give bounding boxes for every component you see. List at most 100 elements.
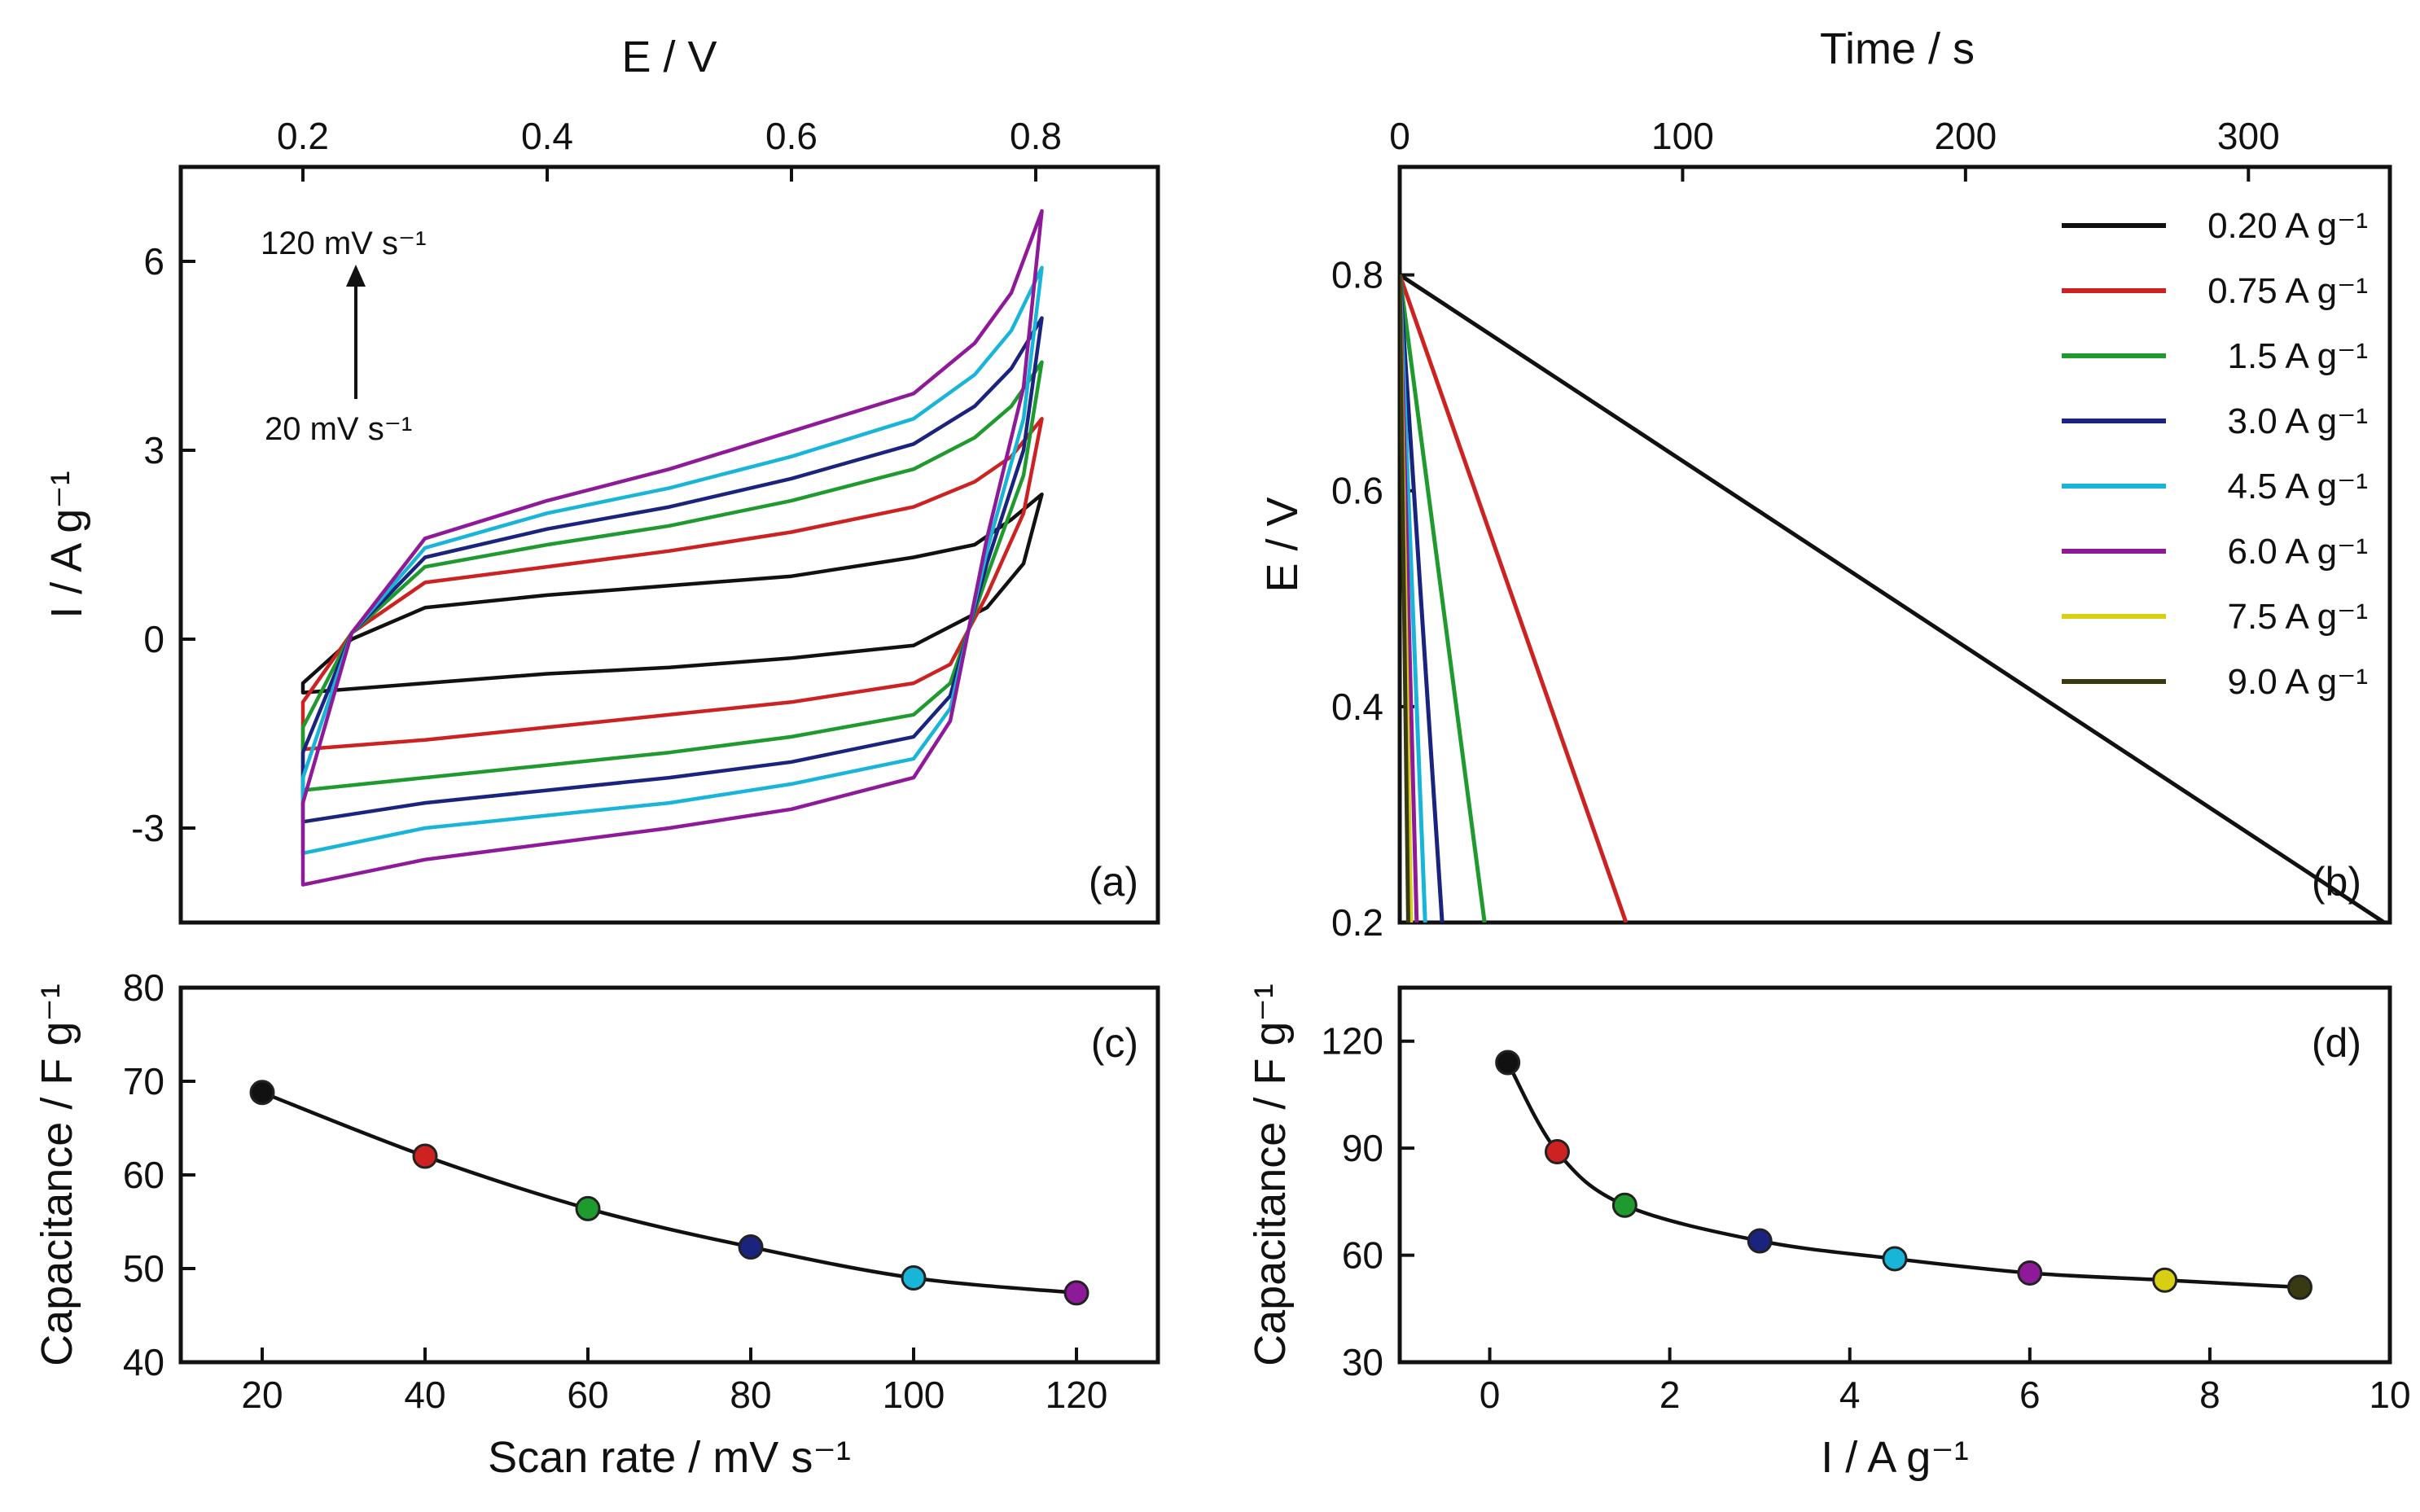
- panel-c-y-ticks: 40 50 60 70 80: [123, 966, 195, 1383]
- x-tick-label: 200: [1934, 115, 1997, 157]
- y-tick-label: 70: [123, 1060, 164, 1102]
- x-tick-label: 0.4: [521, 115, 573, 157]
- x-tick-label: 0: [1480, 1374, 1501, 1416]
- panel-a-y-axis-title: I / A g⁻¹: [42, 471, 91, 619]
- discharge-line: [1400, 274, 1410, 923]
- y-tick-label: -3: [131, 807, 164, 849]
- data-point: [412, 1143, 438, 1169]
- panel-a-y-ticks: -3 0 3 6: [131, 240, 195, 849]
- x-tick-label: 20: [241, 1374, 283, 1416]
- panel-d-x-ticks: 0 2 4 6 8 10: [1480, 1348, 2411, 1416]
- panel-a: 0.2 0.4 0.6 0.8 -3 0 3 6 E / V I / A g⁻¹ (a) 1…: [42, 33, 1160, 925]
- data-point: [1747, 1228, 1773, 1254]
- panel-a-x-ticks: 0.2 0.4 0.6 0.8: [277, 115, 1062, 182]
- panel-a-annotation-top: 120 mV s⁻¹: [261, 226, 426, 261]
- data-point: [249, 1080, 275, 1106]
- discharge-line: [1400, 273, 2386, 923]
- y-tick-label: 60: [1342, 1234, 1383, 1277]
- x-tick-label: 80: [730, 1374, 771, 1416]
- y-tick-label: 0.8: [1331, 254, 1383, 296]
- y-tick-label: 0.4: [1331, 686, 1383, 728]
- x-tick-label: 0.8: [1010, 115, 1062, 157]
- data-point: [738, 1234, 764, 1260]
- fit-curve: [261, 1090, 1077, 1295]
- x-tick-label: 40: [404, 1374, 445, 1416]
- legend-label: 9.0 A g⁻¹: [2228, 662, 2368, 702]
- panel-a-curves: [300, 208, 1044, 887]
- panel-c-points: [249, 1080, 1089, 1306]
- panel-d-label: (d): [2312, 1020, 2361, 1066]
- legend-label: 0.20 A g⁻¹: [2207, 206, 2368, 246]
- panel-b-frame: [1397, 164, 2392, 925]
- data-point: [1882, 1246, 1908, 1272]
- panel-a-annotation-bottom: 20 mV s⁻¹: [265, 411, 412, 447]
- discharge-line: [1400, 274, 1445, 923]
- panel-b-legend: 0.20 A g⁻¹ 0.75 A g⁻¹ 1.5 A g⁻¹ 3.0 A g⁻¹ 4.…: [2062, 206, 2368, 702]
- panel-b-y-ticks: 0.2 0.4 0.6 0.8: [1331, 254, 1414, 944]
- panel-a-label: (a): [1089, 859, 1138, 905]
- panel-b-x-axis-title: Time / s: [1820, 24, 1975, 73]
- y-tick-label: 50: [123, 1247, 164, 1290]
- panel-c-fit: [261, 1090, 1077, 1295]
- panel-a-arrow: [346, 265, 366, 399]
- discharge-line: [1400, 274, 1629, 923]
- data-point: [1544, 1139, 1570, 1165]
- panel-c-frame: [178, 985, 1160, 1365]
- data-point: [2152, 1267, 2178, 1293]
- panel-b-curves: [1400, 273, 2386, 923]
- y-tick-label: 120: [1321, 1020, 1383, 1063]
- panel-c-label: (c): [1091, 1020, 1138, 1066]
- cv-loop: [300, 208, 1044, 887]
- x-tick-label: 0.6: [765, 115, 818, 157]
- data-point: [2017, 1260, 2043, 1286]
- panel-d-frame: [1397, 985, 2392, 1365]
- panel-d-points: [1495, 1050, 2313, 1300]
- x-tick-label: 2: [1659, 1374, 1681, 1416]
- legend-label: 0.75 A g⁻¹: [2207, 271, 2368, 311]
- cv-loop: [300, 316, 1044, 824]
- x-tick-label: 60: [567, 1374, 608, 1416]
- cv-loop: [300, 417, 1044, 752]
- data-point: [2286, 1274, 2313, 1300]
- y-tick-label: 80: [123, 966, 164, 1009]
- legend-label: 6.0 A g⁻¹: [2228, 532, 2368, 572]
- y-tick-label: 3: [143, 429, 164, 471]
- data-point: [575, 1195, 601, 1221]
- data-point: [1495, 1050, 1521, 1076]
- panel-b-label: (b): [2312, 859, 2361, 905]
- panel-a-frame: [178, 164, 1160, 925]
- x-tick-label: 8: [2199, 1374, 2221, 1416]
- y-tick-label: 90: [1342, 1127, 1383, 1169]
- cv-loop: [300, 492, 1044, 695]
- cv-loop: [300, 265, 1044, 856]
- y-tick-label: 0.6: [1331, 470, 1383, 512]
- x-tick-label: 120: [1046, 1374, 1108, 1416]
- panel-d-x-axis-title: I / A g⁻¹: [1821, 1433, 1969, 1482]
- x-tick-label: 10: [2369, 1374, 2410, 1416]
- x-tick-label: 100: [1651, 115, 1714, 157]
- panel-b-x-ticks: 0 100 200 300: [1389, 115, 2280, 182]
- y-tick-label: 6: [143, 240, 164, 283]
- panel-d: 0 2 4 6 8 10 30 60 90 120 I / A g⁻¹ Capacitance …: [1246, 984, 2411, 1482]
- x-tick-label: 4: [1839, 1374, 1861, 1416]
- discharge-line: [1400, 274, 1487, 923]
- legend-label: 1.5 A g⁻¹: [2228, 336, 2368, 376]
- x-tick-label: 0.2: [277, 115, 329, 157]
- x-tick-label: 100: [883, 1374, 945, 1416]
- x-tick-label: 6: [2019, 1374, 2041, 1416]
- panel-c-x-ticks: 20 40 60 80 100 120: [241, 1348, 1107, 1416]
- y-tick-label: 60: [123, 1154, 164, 1196]
- y-tick-label: 0.2: [1331, 901, 1383, 944]
- panel-d-y-axis-title: Capacitance / F g⁻¹: [1246, 984, 1295, 1366]
- y-tick-label: 40: [123, 1341, 164, 1383]
- x-tick-label: 300: [2217, 115, 2280, 157]
- legend-label: 4.5 A g⁻¹: [2228, 467, 2368, 506]
- panel-d-y-ticks: 30 60 90 120: [1321, 1020, 1414, 1383]
- cv-loop: [300, 360, 1044, 792]
- data-point: [1063, 1280, 1089, 1306]
- panel-a-x-axis-title: E / V: [621, 33, 717, 81]
- panel-c: 20 40 60 80 100 120 40 50 60 70 80 Scan rate / mV…: [33, 966, 1160, 1482]
- legend-label: 7.5 A g⁻¹: [2228, 597, 2368, 637]
- panel-b: 0 100 200 300 0.2 0.4 0.6 0.8 0.20 A g⁻¹ 0.75 A…: [1258, 24, 2392, 944]
